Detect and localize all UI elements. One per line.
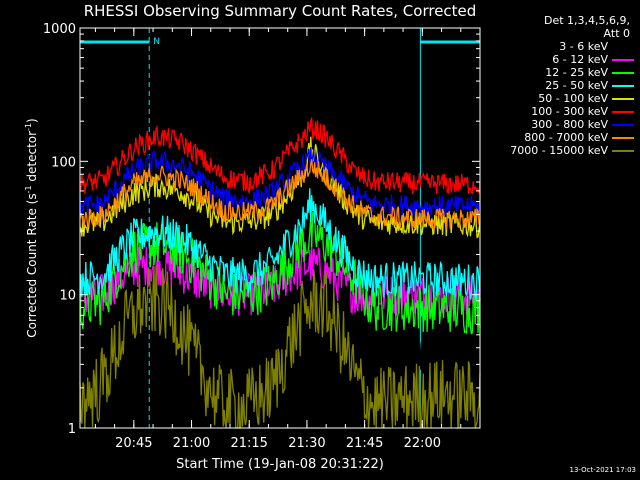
y-tick-label-2: 100 — [51, 155, 76, 170]
y-tick-label-0: 1 — [68, 422, 76, 437]
series-line-8 — [79, 265, 481, 430]
legend-swatch-0 — [612, 45, 634, 48]
legend-swatch-8 — [612, 149, 634, 152]
legend-item-4: 50 - 100 keV — [484, 92, 634, 105]
legend-item-5: 100 - 300 keV — [484, 105, 634, 118]
chart-title: RHESSI Observing Summary Count Rates, Co… — [84, 2, 477, 20]
series-line-7 — [79, 159, 481, 230]
x-axis-label: Start Time (19-Jan-08 20:31:22) — [176, 457, 384, 472]
legend-swatch-5 — [612, 110, 634, 113]
legend-swatch-7 — [612, 136, 634, 139]
y-axis-label-sup1: -1 — [24, 185, 33, 193]
legend-label-8: 7000 - 15000 keV — [510, 144, 608, 157]
legend-item-2: 12 - 25 keV — [484, 66, 634, 79]
series-line-5 — [79, 117, 481, 195]
legend-label-1: 6 - 12 keV — [552, 53, 608, 66]
plot-frame — [79, 27, 481, 429]
x-tick-label-3: 21:30 — [288, 436, 325, 451]
legend-item-6: 300 - 800 keV — [484, 118, 634, 131]
x-tick-label-4: 21:45 — [346, 436, 383, 451]
legend-item-0: 3 - 6 keV — [484, 40, 634, 53]
y-tick-label-3: 1000 — [43, 22, 76, 37]
legend-item-8: 7000 - 15000 keV — [484, 144, 634, 157]
x-tick-label-0: 20:45 — [115, 436, 152, 451]
legend-item-3: 25 - 50 keV — [484, 79, 634, 92]
legend-swatch-6 — [612, 123, 634, 126]
legend-swatch-2 — [612, 71, 634, 74]
legend-swatch-1 — [612, 58, 634, 61]
legend-label-5: 100 - 300 keV — [531, 105, 608, 118]
legend-item-1: 6 - 12 keV — [484, 53, 634, 66]
legend-label-2: 12 - 25 keV — [545, 66, 608, 79]
timestamp: 13-Oct-2021 17:03 — [569, 466, 636, 474]
legend: Det 1,3,4,5,6,9, Att 0 3 - 6 keV 6 - 12 k… — [484, 14, 634, 157]
y-tick-label-1: 10 — [59, 289, 76, 304]
legend-item-7: 800 - 7000 keV — [484, 131, 634, 144]
legend-label-0: 3 - 6 keV — [559, 40, 608, 53]
series-line-4 — [79, 136, 481, 239]
legend-swatch-3 — [612, 84, 634, 87]
series-line-0 — [79, 252, 481, 395]
y-axis-label: Corrected Count Rate (s-1 detector-1) — [24, 118, 39, 337]
y-axis-label-sup2: -1 — [24, 123, 33, 131]
x-tick-label-1: 21:00 — [173, 436, 210, 451]
y-axis-label-end: ) — [25, 118, 39, 123]
x-tick-label-2: 21:15 — [230, 436, 267, 451]
legend-label-4: 50 - 100 keV — [538, 92, 608, 105]
y-axis-label-main: Corrected Count Rate (s — [25, 193, 39, 337]
legend-swatch-4 — [612, 97, 634, 100]
legend-label-3: 25 - 50 keV — [545, 79, 608, 92]
legend-label-7: 800 - 7000 keV — [524, 131, 608, 144]
legend-header-attenuator: Att 0 — [603, 27, 630, 40]
series-line-2 — [79, 211, 481, 335]
night-marker-label: N — [153, 37, 160, 47]
series-line-3 — [79, 188, 481, 301]
x-tick-label-5: 22:00 — [404, 436, 441, 451]
legend-header-detectors: Det 1,3,4,5,6,9, — [543, 14, 630, 27]
legend-label-6: 300 - 800 keV — [531, 118, 608, 131]
y-axis-label-mid: detector — [25, 131, 39, 186]
series-line-6 — [79, 146, 481, 218]
